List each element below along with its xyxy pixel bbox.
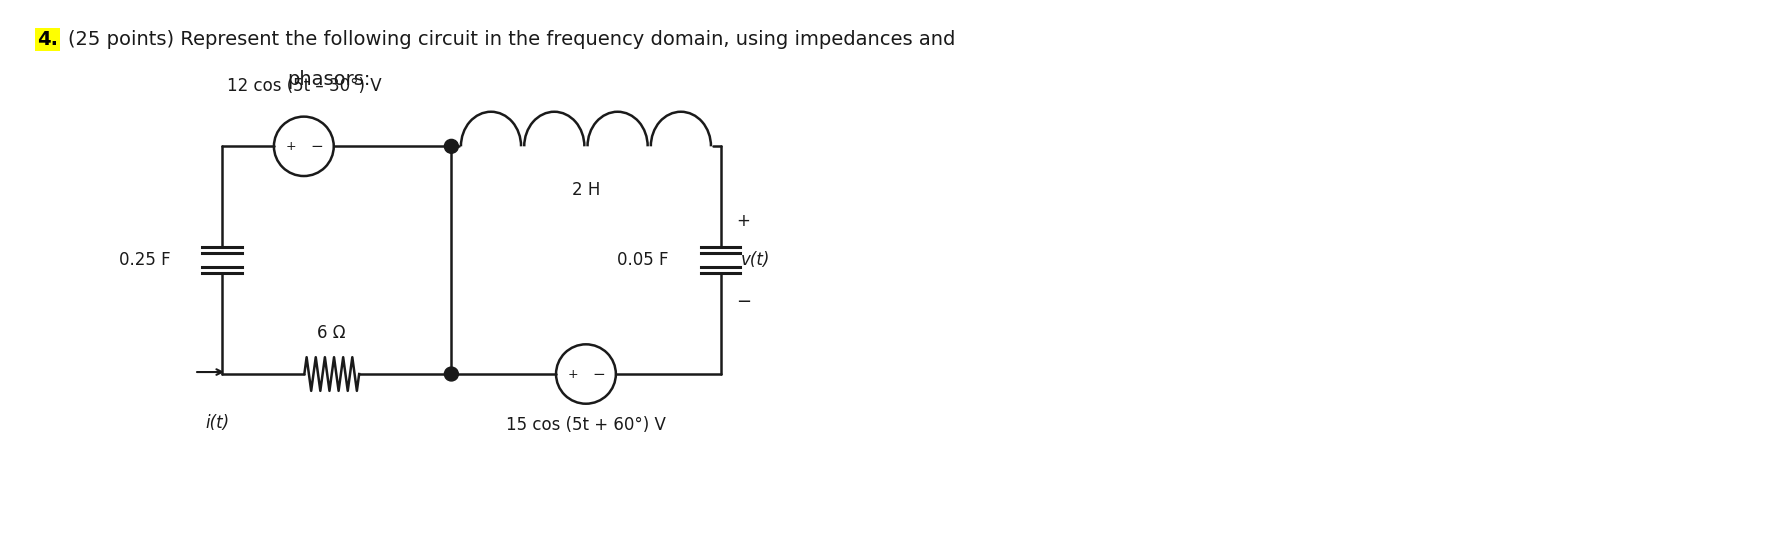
Text: phasors:: phasors: [286, 69, 370, 88]
Text: +: + [286, 140, 297, 153]
Text: −: − [311, 139, 323, 154]
Text: 0.25 F: 0.25 F [119, 251, 171, 269]
Text: 6 Ω: 6 Ω [318, 324, 347, 342]
Circle shape [444, 139, 458, 153]
Text: 4.: 4. [37, 30, 59, 49]
Text: 15 cos (5t + 60°) V: 15 cos (5t + 60°) V [506, 416, 666, 433]
Text: 0.05 F: 0.05 F [617, 251, 668, 269]
Text: −: − [592, 366, 606, 381]
Text: i(t): i(t) [204, 413, 229, 432]
Text: 2 H: 2 H [572, 181, 601, 199]
Circle shape [444, 367, 458, 381]
Text: v(t): v(t) [741, 251, 769, 269]
Text: (25 points) Represent the following circuit in the frequency domain, using imped: (25 points) Represent the following circ… [68, 30, 954, 49]
Text: +: + [567, 367, 578, 381]
Text: 12 cos (5t – 30°) V: 12 cos (5t – 30°) V [226, 77, 380, 95]
Text: +: + [736, 211, 750, 230]
Text: −: − [736, 292, 752, 311]
